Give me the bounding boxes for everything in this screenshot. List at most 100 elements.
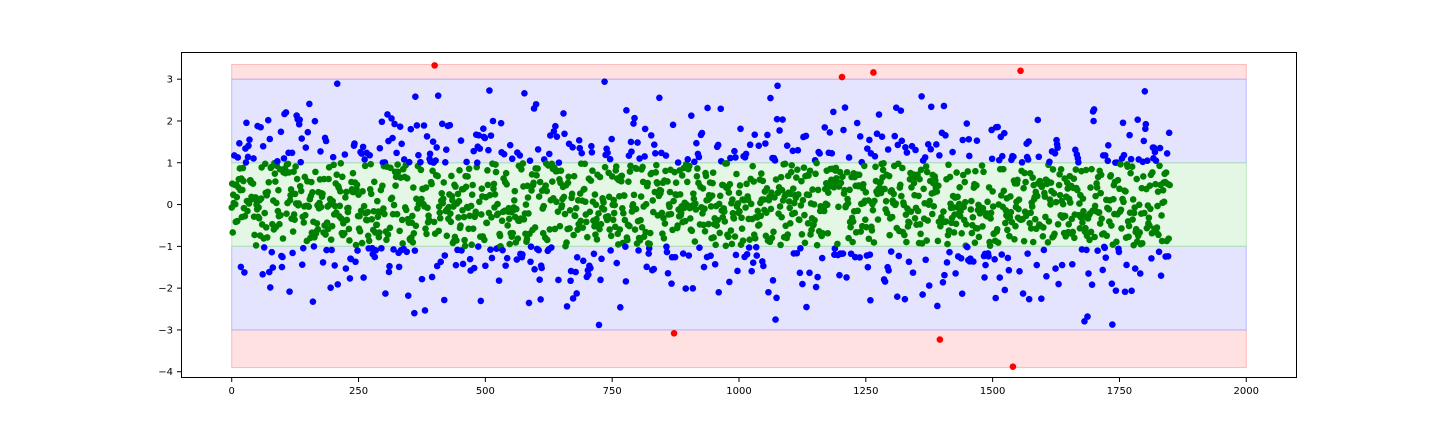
data-point-blue bbox=[887, 248, 895, 255]
data-point-blue bbox=[575, 137, 583, 144]
data-point-green bbox=[293, 175, 301, 183]
data-point-green bbox=[1079, 195, 1087, 202]
data-point-blue bbox=[396, 123, 404, 130]
data-point-green bbox=[1138, 239, 1146, 247]
data-point-green bbox=[1050, 190, 1058, 197]
data-point-blue bbox=[797, 244, 804, 252]
data-point-blue bbox=[532, 100, 540, 108]
data-point-green bbox=[1158, 237, 1166, 245]
data-point-blue bbox=[476, 145, 484, 152]
data-point-blue bbox=[457, 137, 465, 144]
data-point-blue bbox=[704, 104, 711, 112]
data-point-green bbox=[814, 186, 822, 194]
data-point-green bbox=[664, 178, 671, 185]
data-point-blue bbox=[691, 158, 698, 166]
data-point-green bbox=[702, 172, 710, 180]
data-point-blue bbox=[663, 243, 670, 251]
data-point-blue bbox=[1025, 138, 1032, 145]
data-point-blue bbox=[773, 294, 780, 302]
data-point-blue bbox=[1099, 266, 1107, 274]
data-point-green bbox=[956, 183, 963, 191]
data-point-blue bbox=[895, 252, 903, 260]
data-point-blue bbox=[360, 274, 367, 281]
data-point-green bbox=[796, 216, 803, 224]
data-point-green bbox=[273, 199, 280, 207]
data-point-green bbox=[729, 196, 736, 203]
data-point-blue bbox=[715, 288, 723, 296]
data-point-blue bbox=[828, 150, 836, 157]
data-point-blue bbox=[298, 261, 306, 268]
data-point-green bbox=[460, 213, 468, 221]
data-point-green bbox=[490, 180, 498, 188]
data-point-green bbox=[384, 231, 392, 238]
data-point-green bbox=[388, 194, 396, 202]
data-point-green bbox=[584, 233, 591, 241]
data-point-blue bbox=[606, 155, 614, 163]
data-point-blue bbox=[441, 159, 449, 166]
data-point-blue bbox=[302, 144, 310, 151]
data-point-blue bbox=[376, 144, 384, 152]
data-point-green bbox=[1103, 232, 1111, 240]
data-point-green bbox=[725, 189, 733, 196]
data-point-green bbox=[1029, 238, 1037, 246]
data-point-green bbox=[261, 160, 269, 168]
data-point-blue bbox=[988, 155, 996, 163]
data-point-blue bbox=[327, 284, 334, 291]
data-point-green bbox=[1047, 179, 1055, 186]
data-point-blue bbox=[641, 153, 648, 160]
data-point-blue bbox=[244, 153, 252, 161]
data-point-blue bbox=[853, 119, 861, 127]
data-point-blue bbox=[982, 261, 989, 269]
data-point-blue bbox=[1134, 116, 1142, 123]
data-point-green bbox=[290, 168, 297, 176]
data-point-blue bbox=[1016, 268, 1023, 275]
data-point-blue bbox=[466, 255, 474, 263]
data-point-blue bbox=[1034, 116, 1042, 124]
data-point-blue bbox=[576, 144, 584, 152]
data-point-green bbox=[367, 160, 375, 168]
data-point-blue bbox=[282, 109, 290, 116]
data-point-green bbox=[1041, 193, 1049, 200]
data-point-green bbox=[819, 230, 826, 237]
data-point-green bbox=[1020, 184, 1027, 192]
data-point-green bbox=[1158, 212, 1165, 219]
data-point-green bbox=[735, 189, 743, 197]
data-point-green bbox=[1022, 178, 1029, 186]
data-point-blue bbox=[595, 321, 603, 329]
data-point-green bbox=[478, 185, 486, 192]
data-point-blue bbox=[1104, 141, 1112, 149]
data-point-green bbox=[1057, 165, 1065, 173]
data-point-green bbox=[1076, 224, 1084, 232]
data-point-blue bbox=[306, 100, 313, 108]
data-point-blue bbox=[794, 146, 802, 154]
data-point-blue bbox=[696, 244, 703, 251]
data-point-green bbox=[1069, 228, 1077, 236]
data-point-green bbox=[716, 192, 724, 200]
data-point-blue bbox=[752, 243, 760, 251]
data-point-green bbox=[683, 178, 691, 186]
data-point-green bbox=[660, 214, 667, 222]
data-point-green bbox=[504, 222, 511, 229]
data-point-green bbox=[229, 229, 237, 236]
data-point-green bbox=[374, 197, 381, 205]
data-point-green bbox=[255, 214, 263, 222]
data-point-blue bbox=[755, 142, 763, 149]
data-point-blue bbox=[432, 157, 439, 164]
data-point-green bbox=[1098, 215, 1105, 222]
data-point-blue bbox=[1142, 120, 1150, 128]
data-point-green bbox=[907, 208, 915, 215]
data-point-green bbox=[455, 214, 462, 221]
data-point-green bbox=[1097, 171, 1105, 179]
data-point-green bbox=[312, 168, 319, 176]
data-point-green bbox=[361, 162, 369, 170]
data-point-blue bbox=[1090, 106, 1098, 113]
data-point-green bbox=[642, 200, 650, 208]
data-point-blue bbox=[525, 299, 533, 307]
data-point-green bbox=[604, 212, 612, 220]
data-point-green bbox=[595, 210, 602, 217]
data-point-blue bbox=[470, 264, 478, 272]
data-point-blue bbox=[994, 123, 1002, 131]
data-point-blue bbox=[636, 155, 643, 162]
outlier-band-upper bbox=[231, 64, 1247, 80]
data-point-blue bbox=[942, 132, 949, 139]
